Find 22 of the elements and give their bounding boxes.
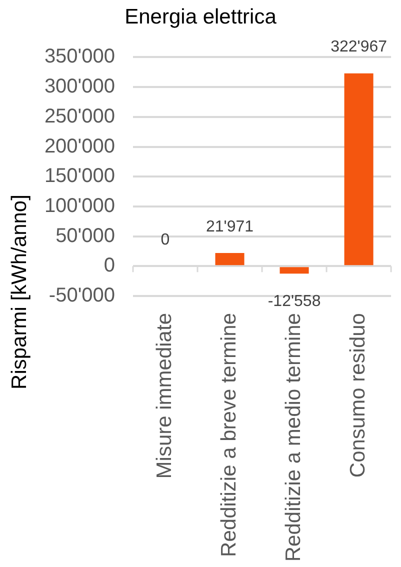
x-tick-label: Misure immediate bbox=[153, 313, 176, 479]
bar bbox=[280, 267, 309, 274]
y-tick-label: 150'000 bbox=[44, 165, 115, 188]
x-tick-label: Redditizie a medio termine bbox=[282, 313, 306, 562]
y-tick-label: 200'000 bbox=[44, 135, 115, 158]
x-tick-label: Redditizie a breve termine bbox=[218, 313, 241, 557]
y-tick-label: 300'000 bbox=[44, 76, 115, 98]
y-tick-label: 350'000 bbox=[44, 46, 115, 68]
y-tick-label: 100'000 bbox=[44, 194, 115, 217]
data-label: 21'971 bbox=[206, 218, 254, 236]
y-tick-label: 250'000 bbox=[44, 105, 115, 128]
data-label: 0 bbox=[160, 232, 170, 249]
data-label: -12'558 bbox=[268, 293, 321, 310]
data-label: 322'967 bbox=[330, 38, 388, 56]
y-tick-label: -50'000 bbox=[48, 284, 115, 307]
bar bbox=[215, 253, 244, 266]
y-tick-label: 0 bbox=[104, 254, 115, 277]
x-tick-label: Consumo residuo bbox=[346, 313, 370, 478]
bar bbox=[344, 73, 374, 266]
y-axis-title: Risparmi [kWh/anno] bbox=[8, 194, 31, 390]
chart-title: Energia elettrica bbox=[124, 5, 277, 28]
y-tick-label: 50'000 bbox=[56, 224, 115, 247]
